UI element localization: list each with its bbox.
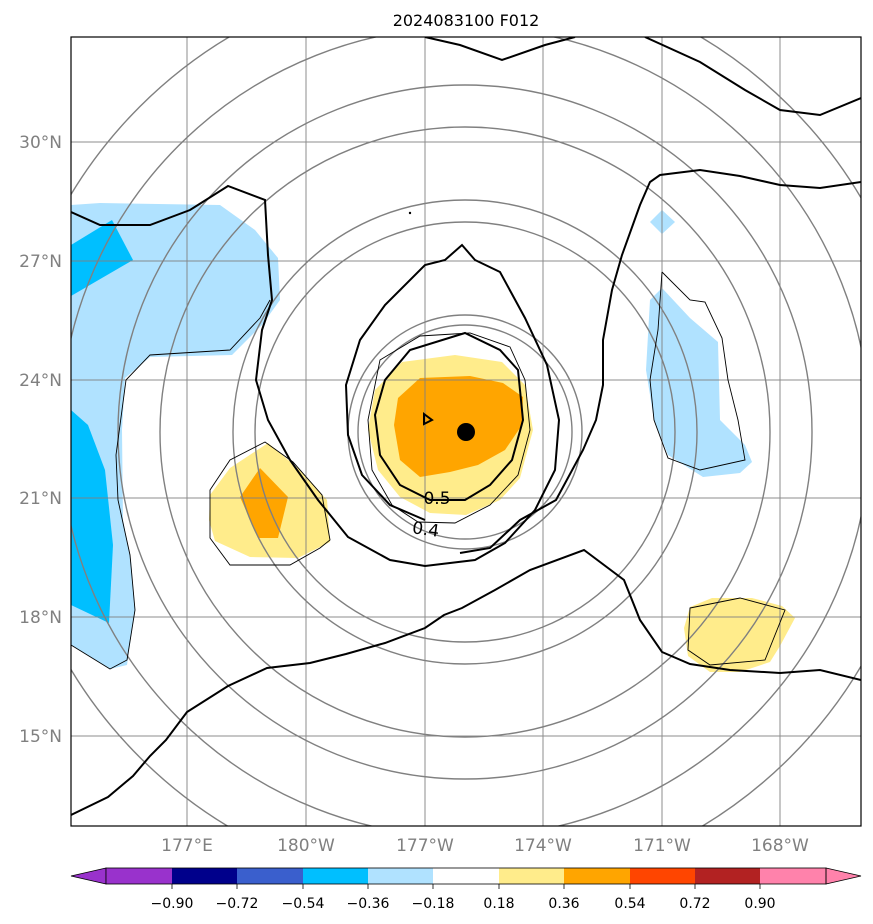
figure-title: 2024083100 F012: [393, 11, 540, 30]
lat-tick-labels: 30°N 27°N 24°N 21°N 18°N 15°N: [19, 133, 62, 747]
colorbar-segment-10: [760, 868, 826, 884]
range-rings: [71, 37, 861, 826]
colorbar-segment-4: [368, 868, 433, 884]
map-panel: 0.5 0.4 30°N 27°N 24°N 21°N 18°N 15°N 17…: [19, 36, 862, 856]
shade-east-lightblue: [646, 288, 752, 477]
contour-label-0-5: 0.5: [423, 489, 450, 509]
cb-label-2: −0.54: [282, 896, 325, 912]
storm-center-marker: [457, 423, 475, 441]
shade-west-lightblue: [71, 203, 280, 669]
colorbar-segment-3: [303, 868, 368, 884]
cb-label-3: −0.36: [347, 896, 390, 912]
thick-contour-inner: [373, 331, 525, 501]
shade-sw-orange: [240, 468, 288, 538]
lon-label-168w: 168°W: [751, 836, 809, 856]
colorbar-labels: −0.90 −0.72 −0.54 −0.36 −0.18 0.18 0.36 …: [151, 896, 776, 912]
colorbar-segment-7: [564, 868, 630, 884]
range-ring-6: [117, 84, 813, 780]
shade-west-skyblue-south: [71, 410, 113, 623]
cb-label-8: 0.72: [679, 896, 710, 912]
cb-label-5: 0.18: [483, 896, 514, 912]
thick-contour-east: [459, 168, 861, 554]
colorbar-ticks: [171, 884, 761, 889]
colorbar-segment-0: [106, 868, 172, 884]
cb-label-4: −0.18: [412, 896, 455, 912]
lon-tick-labels: 177°E 180°W 177°W 174°W 171°W 168°W: [161, 836, 809, 856]
lat-label-15n: 15°N: [19, 727, 62, 747]
cb-label-9: 0.90: [744, 896, 775, 912]
thin-contour-sw: [209, 441, 331, 566]
colorbar-segment-9: [695, 868, 760, 884]
colorbar-arrow-left: [70, 867, 107, 885]
colorbar-segment-6: [499, 868, 564, 884]
range-ring-4: [232, 199, 698, 665]
lat-label-18n: 18°N: [19, 608, 62, 628]
shade-west-skyblue-north: [71, 220, 133, 296]
lon-label-177e: 177°E: [161, 836, 213, 856]
lon-label-180w: 180°W: [277, 836, 335, 856]
thick-contour-north: [424, 37, 576, 62]
thick-contour-west-north: [71, 184, 561, 568]
colorbar-segment-2: [237, 868, 303, 884]
lon-label-177w: 177°W: [396, 836, 454, 856]
thin-contour-center: [367, 332, 531, 524]
thick-contour-tiny: [423, 412, 434, 426]
colorbar-outline: [105, 867, 827, 885]
lat-label-24n: 24°N: [19, 371, 62, 391]
graticule: [71, 37, 861, 826]
thin-contour-se: [687, 597, 786, 666]
colorbar-arrow-right: [825, 867, 862, 885]
map-border: [70, 36, 862, 827]
cb-label-0: −0.90: [151, 896, 194, 912]
range-ring-3: [254, 221, 676, 643]
lon-label-171w: 171°W: [633, 836, 691, 856]
thick-contour-ne: [644, 37, 861, 117]
lat-label-27n: 27°N: [19, 252, 62, 272]
cb-label-6: 0.36: [548, 896, 579, 912]
thick-contour-south: [71, 548, 861, 816]
cb-label-7: 0.54: [614, 896, 645, 912]
shade-center-orange: [394, 376, 523, 477]
colorbar: −0.90 −0.72 −0.54 −0.36 −0.18 0.18 0.36 …: [70, 867, 862, 912]
colorbar-segment-8: [630, 868, 695, 884]
small-dot: [408, 211, 412, 215]
colorbar-segment-5: [433, 868, 499, 884]
lon-label-174w: 174°W: [514, 836, 572, 856]
lat-label-30n: 30°N: [19, 133, 62, 153]
thick-contours: [71, 37, 861, 816]
range-ring-1: [357, 324, 573, 540]
thin-contour-east: [649, 271, 746, 471]
thin-contours: [71, 271, 786, 670]
thin-contour-west: [71, 299, 271, 670]
colorbar-segment-1: [172, 868, 237, 884]
shading-layer: [71, 203, 795, 672]
lat-label-21n: 21°N: [19, 489, 62, 509]
cb-label-1: −0.72: [216, 896, 259, 912]
range-ring-5: [159, 126, 771, 738]
contour-label-0-4: 0.4: [411, 518, 441, 542]
